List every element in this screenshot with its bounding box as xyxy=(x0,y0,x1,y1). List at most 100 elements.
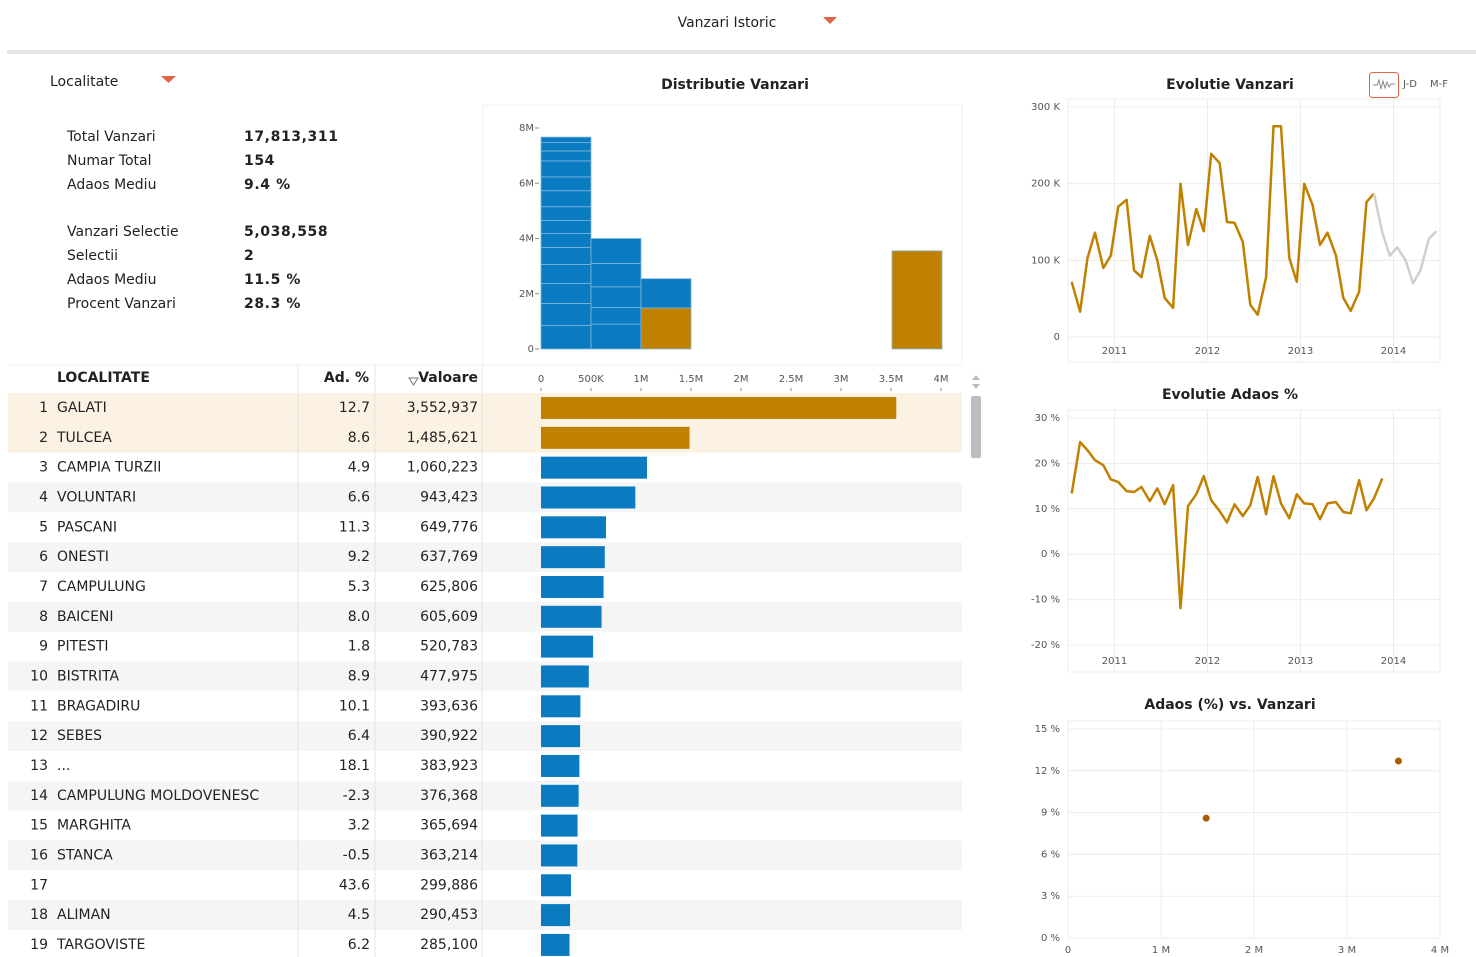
table-row[interactable] xyxy=(8,691,962,722)
table-row[interactable] xyxy=(8,542,962,573)
bar xyxy=(541,546,605,569)
summary-value: 154 xyxy=(244,153,275,169)
y-tick-label: 9 % xyxy=(1041,808,1060,819)
x-tick-label: 3 M xyxy=(1338,945,1356,956)
point xyxy=(1394,757,1402,765)
row-name: PASCANI xyxy=(57,519,117,535)
mosaic-cell xyxy=(891,250,943,350)
row-value: 520,783 xyxy=(420,639,478,655)
y-tick-label: 15 % xyxy=(1035,724,1060,735)
plot-frame xyxy=(1067,98,1441,363)
page-title[interactable]: Vanzari Istoric xyxy=(678,15,777,31)
y-tick-label: 20 % xyxy=(1035,458,1060,469)
y-tick-label: 0 % xyxy=(1041,549,1060,560)
table-row[interactable] xyxy=(8,780,962,811)
y-tick-label: 10 % xyxy=(1035,504,1060,515)
scrollbar[interactable] xyxy=(971,396,981,458)
line xyxy=(1372,193,1438,285)
toggle-icon xyxy=(1373,78,1395,90)
row-rank: 17 xyxy=(30,877,48,893)
row-value: 290,453 xyxy=(420,907,478,923)
table-row[interactable] xyxy=(8,751,962,781)
toggle[interactable]: J-D xyxy=(1402,79,1417,90)
bar xyxy=(541,516,606,539)
table-row[interactable] xyxy=(8,601,962,632)
sort-icon[interactable] xyxy=(408,377,419,386)
row-adaos: 11.3 xyxy=(339,519,370,535)
bar xyxy=(541,784,579,807)
table-row[interactable] xyxy=(8,721,962,752)
table-row[interactable] xyxy=(8,810,962,841)
x-tick-label: 0 xyxy=(538,374,544,385)
row-rank: 11 xyxy=(30,698,48,714)
table-row[interactable] xyxy=(8,482,962,513)
table-row[interactable] xyxy=(8,512,962,543)
row-name: PITESTI xyxy=(57,639,109,655)
bar xyxy=(541,695,581,718)
table-row[interactable] xyxy=(8,572,962,602)
summary-value: 17,813,311 xyxy=(244,129,339,145)
title-dropdown[interactable] xyxy=(823,17,837,24)
scroll-arrows[interactable] xyxy=(972,375,980,389)
x-tick-label: 4M xyxy=(934,374,949,385)
mosaic-cell xyxy=(640,307,692,350)
row-adaos: 8.0 xyxy=(348,609,370,625)
selection-value: 28.3 % xyxy=(244,296,301,312)
row-name: TARGOVISTE xyxy=(56,937,145,953)
panel-dropdown[interactable] xyxy=(161,76,176,83)
table-row[interactable] xyxy=(8,930,962,957)
row-value: 383,923 xyxy=(420,758,478,774)
table-row[interactable] xyxy=(8,870,962,901)
y-tick-label: 0 xyxy=(1054,332,1060,343)
table-row[interactable] xyxy=(8,661,962,692)
mosaic-cell xyxy=(590,307,642,325)
bar xyxy=(541,874,571,897)
row-value: 299,886 xyxy=(420,877,478,893)
row-rank: 16 xyxy=(30,847,48,863)
y-tick-label: 6 % xyxy=(1041,849,1060,860)
row-rank: 5 xyxy=(39,519,48,535)
row-name: MARGHITA xyxy=(57,818,131,834)
y-tick-label: 12 % xyxy=(1035,766,1060,777)
selection-label: Selectii xyxy=(67,248,118,264)
mosaic-cell xyxy=(540,160,592,178)
panel-title[interactable]: Localitate xyxy=(50,74,118,90)
table-row[interactable] xyxy=(8,631,962,662)
y-tick-label: 4M xyxy=(519,234,534,245)
y-tick-label: 100 K xyxy=(1031,255,1060,266)
selection-label: Vanzari Selectie xyxy=(67,224,179,240)
row-name: BRAGADIRU xyxy=(57,698,140,714)
y-tick-label: 2M xyxy=(519,289,534,300)
y-tick-label: -20 % xyxy=(1031,640,1060,651)
x-tick-label: 500K xyxy=(578,374,604,385)
chart-title: Evolutie Vanzari xyxy=(1166,77,1294,93)
mosaic-cell xyxy=(540,220,592,234)
row-adaos: 18.1 xyxy=(339,758,370,774)
row-adaos: 3.2 xyxy=(348,818,370,834)
table-row[interactable] xyxy=(8,422,962,453)
table-row[interactable] xyxy=(8,900,962,931)
row-rank: 13 xyxy=(30,758,48,774)
y-tick-label: 0 % xyxy=(1041,933,1060,944)
x-tick-label: 1.5M xyxy=(679,374,704,385)
row-name: VOLUNTARI xyxy=(57,489,136,505)
row-adaos: 8.6 xyxy=(348,430,370,446)
row-value: 943,423 xyxy=(420,489,478,505)
summary-label: Adaos Mediu xyxy=(67,177,156,193)
chart-title: Adaos (%) vs. Vanzari xyxy=(1144,697,1315,713)
row-adaos: 5.3 xyxy=(348,579,370,595)
table-row[interactable] xyxy=(8,452,962,483)
row-value: 605,609 xyxy=(420,609,478,625)
row-value: 1,485,621 xyxy=(407,430,478,446)
mosaic-cell xyxy=(540,264,592,284)
table-row[interactable] xyxy=(8,840,962,871)
row-adaos: 1.8 xyxy=(348,639,370,655)
row-rank: 2 xyxy=(39,430,48,446)
row-value: 393,636 xyxy=(420,698,478,714)
row-rank: 4 xyxy=(39,489,48,505)
row-rank: 8 xyxy=(39,609,48,625)
toggle[interactable]: M-F xyxy=(1430,79,1448,90)
summary-value: 9.4 % xyxy=(244,177,291,193)
